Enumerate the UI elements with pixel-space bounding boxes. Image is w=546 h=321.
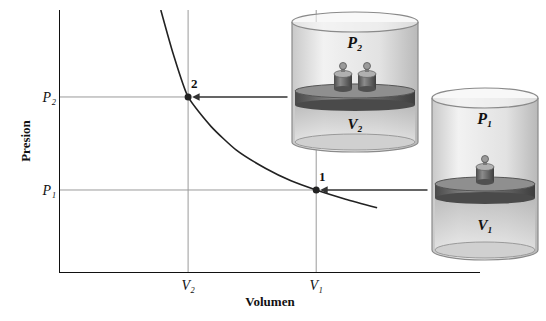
svg-text:P₁: P₁: [42, 183, 56, 198]
svg-text:P₁: P₁: [476, 110, 492, 127]
svg-text:V₂: V₂: [347, 116, 362, 132]
svg-text:Volumen: Volumen: [245, 294, 295, 309]
svg-text:2: 2: [191, 76, 198, 91]
svg-text:P₂: P₂: [346, 34, 362, 51]
svg-text:1: 1: [319, 169, 326, 184]
svg-text:V₁: V₁: [309, 278, 322, 293]
svg-text:P₂: P₂: [42, 90, 57, 105]
svg-text:V₂: V₂: [181, 278, 195, 293]
svg-text:Presion: Presion: [18, 119, 33, 161]
svg-text:V₁: V₁: [477, 217, 492, 233]
